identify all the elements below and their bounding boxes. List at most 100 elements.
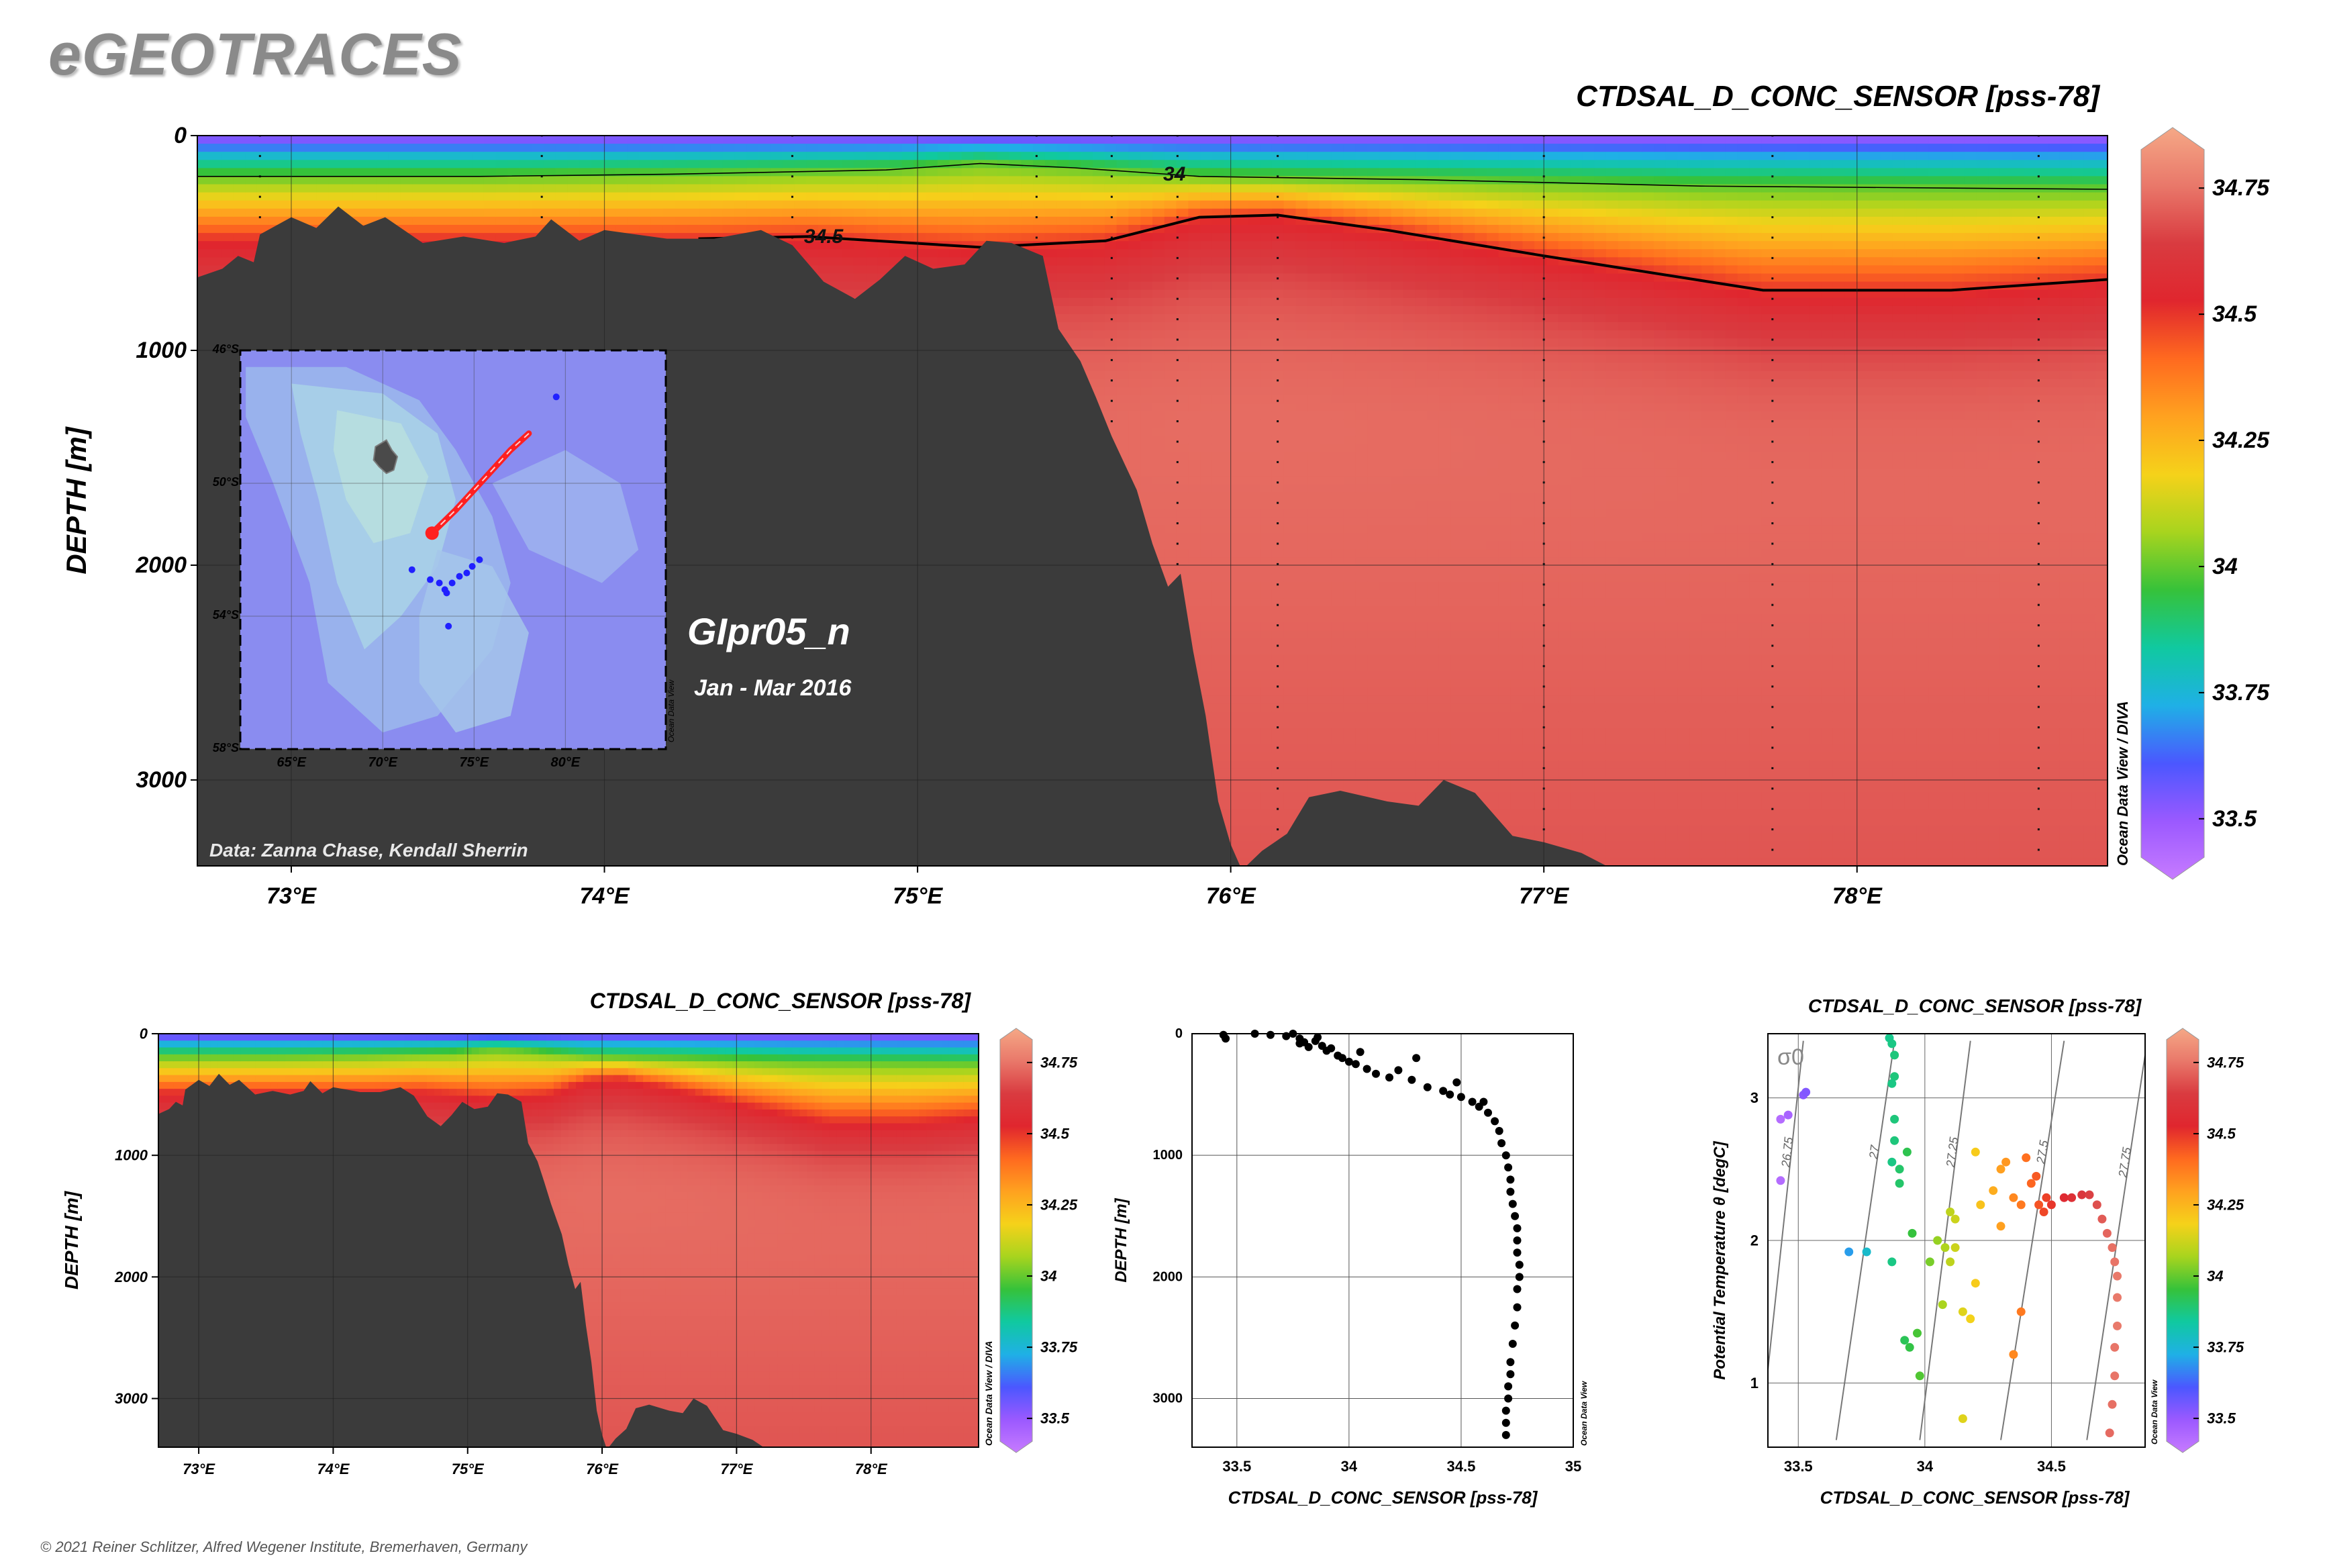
salinity-cell xyxy=(268,192,282,201)
salinity-cell xyxy=(197,136,210,144)
salinity-cell xyxy=(543,184,556,193)
salinity-cell xyxy=(710,208,724,217)
salinity-cell xyxy=(770,152,783,161)
salinity-cell xyxy=(794,184,807,193)
salinity-cell xyxy=(854,192,867,201)
salinity-cell xyxy=(424,184,437,193)
salinity-cell xyxy=(687,176,699,185)
salinity-cell xyxy=(758,200,771,209)
salinity-cell xyxy=(340,176,354,185)
salinity-cell xyxy=(770,160,783,169)
salinity-cell xyxy=(675,144,688,152)
salinity-cell xyxy=(758,184,771,193)
salinity-cell xyxy=(818,144,831,152)
salinity-cell xyxy=(436,200,449,209)
salinity-cell xyxy=(293,192,305,201)
salinity-cell xyxy=(734,200,747,209)
salinity-cell xyxy=(483,192,497,201)
salinity-cell xyxy=(722,136,736,144)
salinity-cell xyxy=(519,152,532,161)
salinity-cell xyxy=(256,136,270,144)
salinity-cell xyxy=(483,152,497,161)
salinity-cell xyxy=(460,225,473,234)
salinity-cell xyxy=(293,144,305,152)
salinity-cell xyxy=(233,208,246,217)
salinity-cell xyxy=(209,233,222,242)
salinity-cell xyxy=(842,152,855,161)
salinity-cell xyxy=(567,144,580,152)
salinity-cell xyxy=(532,200,544,209)
salinity-cell xyxy=(806,176,819,185)
salinity-cell xyxy=(483,233,497,242)
salinity-cell xyxy=(591,216,604,226)
salinity-cell xyxy=(460,160,473,169)
salinity-cell xyxy=(209,200,222,209)
salinity-cell xyxy=(507,208,521,217)
salinity-cell xyxy=(591,160,604,169)
salinity-cell xyxy=(650,184,664,193)
salinity-cell xyxy=(448,192,461,201)
salinity-cell xyxy=(662,160,676,169)
salinity-cell xyxy=(281,176,294,185)
salinity-cell xyxy=(567,200,580,209)
salinity-cell xyxy=(197,233,210,242)
salinity-cell xyxy=(316,192,330,201)
salinity-cell xyxy=(233,200,246,209)
salinity-cell xyxy=(233,241,246,250)
salinity-cell xyxy=(460,200,473,209)
salinity-cell xyxy=(221,208,234,217)
salinity-cell xyxy=(770,225,783,234)
salinity-cell xyxy=(842,136,855,144)
salinity-cell xyxy=(293,136,305,144)
salinity-cell xyxy=(245,216,258,226)
salinity-cell xyxy=(388,160,401,169)
salinity-cell xyxy=(221,160,234,169)
salinity-cell xyxy=(699,216,711,226)
salinity-cell xyxy=(842,160,855,169)
salinity-cell xyxy=(472,144,485,152)
salinity-cell xyxy=(710,144,724,152)
salinity-cell xyxy=(794,216,807,226)
salinity-cell xyxy=(328,160,342,169)
salinity-cell xyxy=(650,208,664,217)
salinity-cell xyxy=(412,160,425,169)
salinity-cell xyxy=(555,184,568,193)
salinity-cell xyxy=(579,192,592,201)
salinity-cell xyxy=(532,176,544,185)
salinity-cell xyxy=(209,249,222,258)
salinity-cell xyxy=(256,208,270,217)
salinity-cell xyxy=(579,216,592,226)
salinity-cell xyxy=(710,168,724,177)
salinity-cell xyxy=(854,144,867,152)
salinity-cell xyxy=(424,216,437,226)
salinity-cell xyxy=(293,184,305,193)
salinity-cell xyxy=(256,176,270,185)
salinity-cell xyxy=(722,208,736,217)
salinity-cell xyxy=(209,136,222,144)
salinity-cell xyxy=(197,249,210,258)
salinity-cell xyxy=(245,168,258,177)
salinity-cell xyxy=(268,216,282,226)
salinity-cell xyxy=(830,136,843,144)
salinity-cell xyxy=(388,200,401,209)
salinity-cell xyxy=(316,144,330,152)
salinity-cell xyxy=(233,144,246,152)
salinity-cell xyxy=(436,136,449,144)
salinity-cell xyxy=(830,216,843,226)
salinity-cell xyxy=(579,144,592,152)
salinity-cell xyxy=(734,225,747,234)
salinity-cell xyxy=(567,225,580,234)
salinity-cell xyxy=(555,192,568,201)
salinity-cell xyxy=(495,144,509,152)
salinity-cell xyxy=(245,233,258,242)
salinity-cell xyxy=(579,176,592,185)
salinity-cell xyxy=(627,144,640,152)
salinity-cell xyxy=(854,176,867,185)
salinity-cell xyxy=(400,152,413,161)
salinity-cell xyxy=(197,241,210,250)
salinity-cell xyxy=(675,200,688,209)
salinity-cell xyxy=(532,192,544,201)
salinity-cell xyxy=(472,192,485,201)
salinity-cell xyxy=(507,184,521,193)
